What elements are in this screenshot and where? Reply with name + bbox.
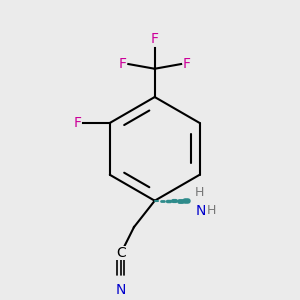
Text: H: H — [195, 186, 205, 199]
Text: F: F — [74, 116, 82, 130]
Text: F: F — [118, 57, 126, 71]
Text: F: F — [151, 32, 159, 46]
Text: F: F — [183, 57, 191, 71]
Text: C: C — [116, 247, 126, 260]
Text: H: H — [207, 203, 216, 217]
Text: N: N — [116, 283, 126, 297]
Text: N: N — [195, 203, 206, 218]
